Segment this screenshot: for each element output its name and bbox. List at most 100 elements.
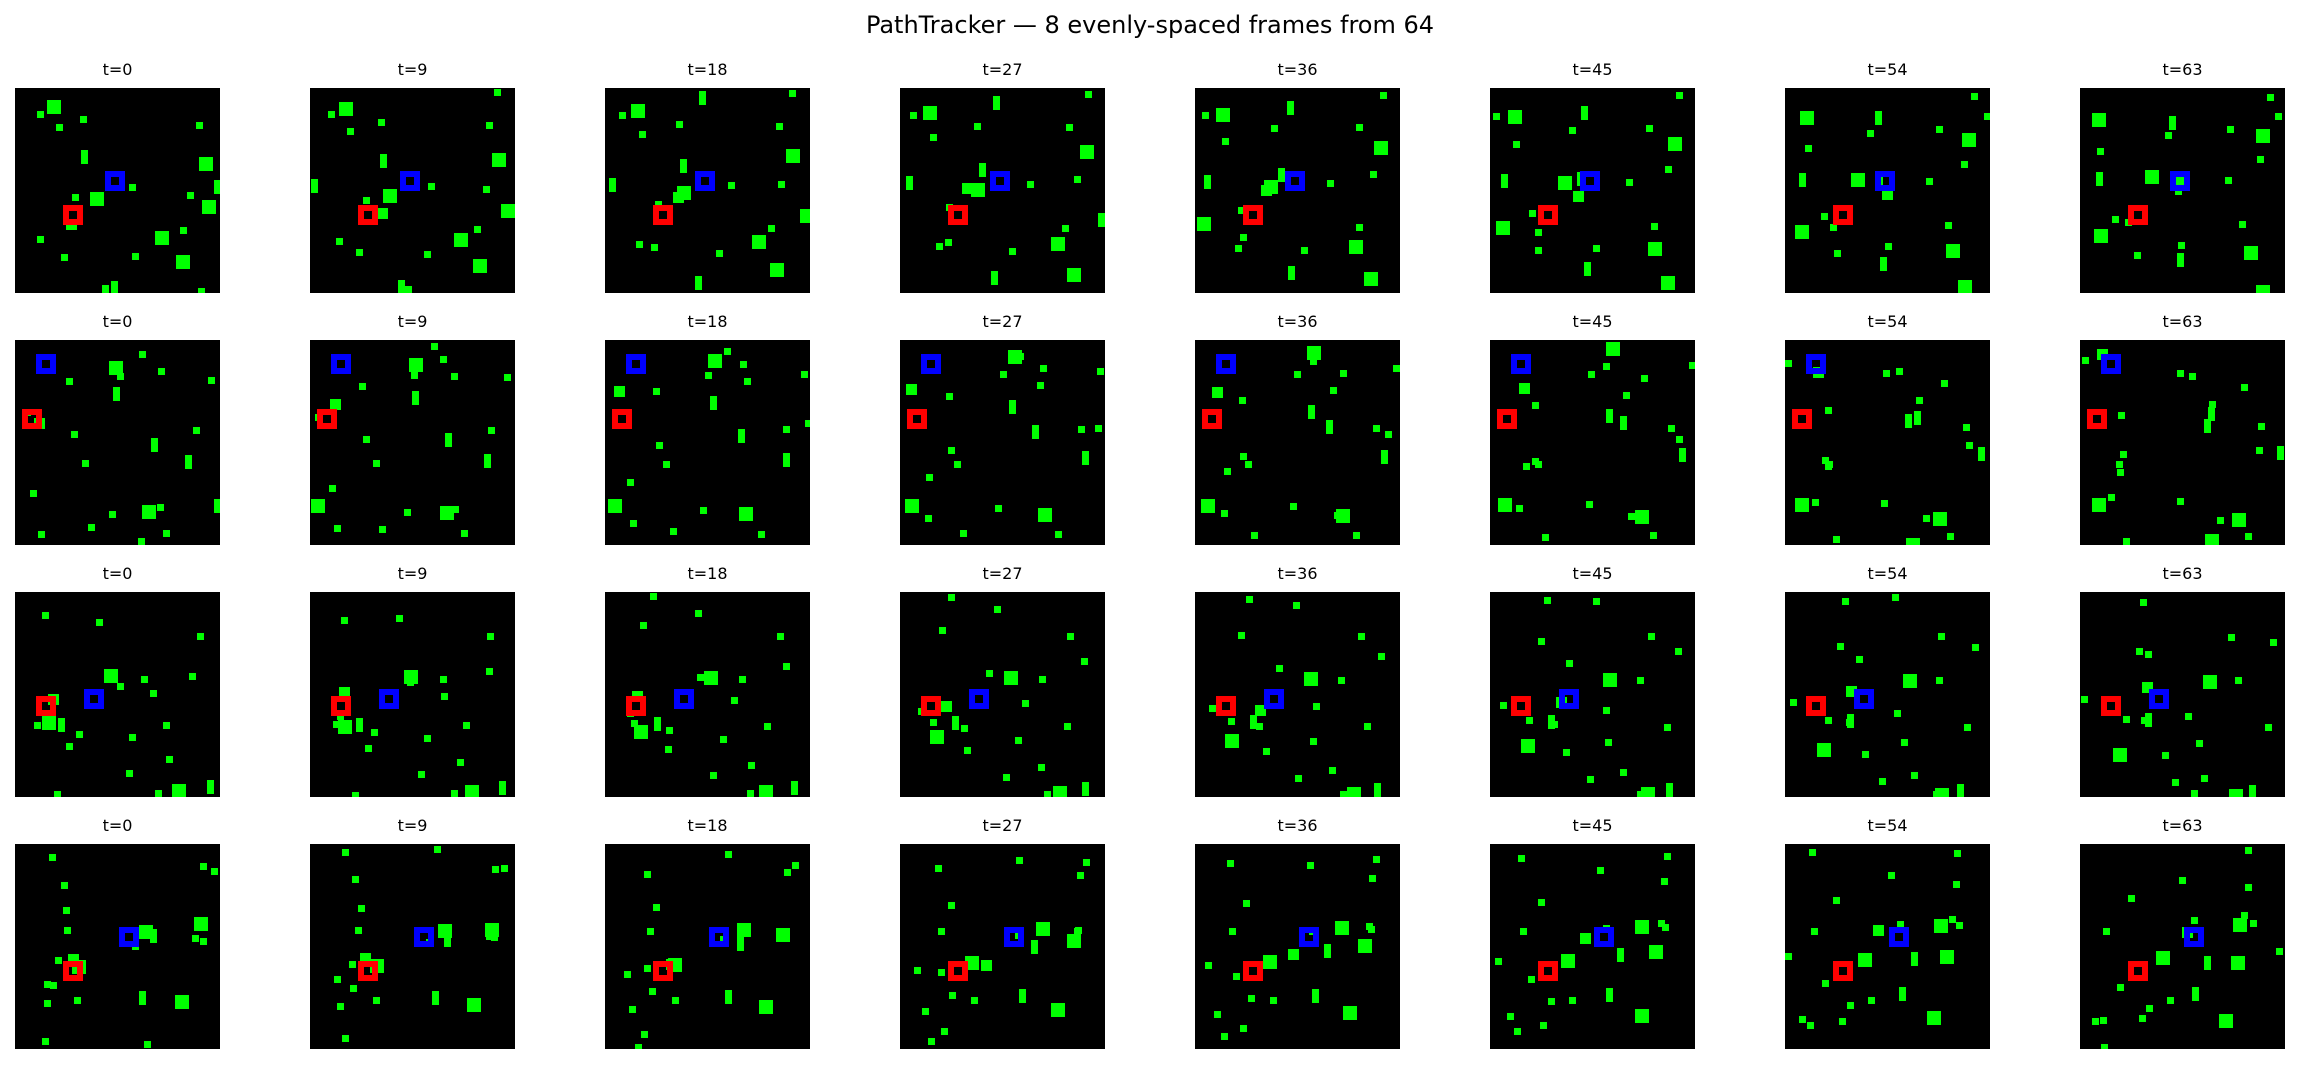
distractor-dot — [1569, 127, 1576, 134]
frame-image — [900, 340, 1105, 545]
distractor-dot — [451, 373, 458, 380]
distractor-dot — [1385, 431, 1392, 438]
distractor-dot — [2244, 246, 2258, 260]
distractor-dot — [1330, 387, 1337, 394]
distractor-dot — [655, 201, 662, 208]
distractor-dot — [1513, 141, 1520, 148]
distractor-dot — [1978, 447, 1985, 461]
frame-panel: t=63 — [2080, 564, 2285, 797]
distractor-dot — [930, 730, 944, 744]
distractor-dot — [1205, 962, 1212, 969]
start-marker — [2128, 205, 2148, 225]
distractor-dot — [2100, 1017, 2107, 1024]
distractor-dot — [347, 128, 354, 135]
goal-marker — [674, 689, 694, 709]
distractor-dot — [910, 112, 917, 119]
distractor-dot — [1040, 510, 1047, 517]
distractor-dot — [452, 506, 459, 513]
goal-marker — [1511, 354, 1531, 374]
distractor-dot — [72, 194, 79, 201]
start-marker — [921, 696, 941, 716]
distractor-dot — [37, 111, 44, 118]
goal-marker — [2184, 927, 2204, 947]
distractor-dot — [1501, 174, 1508, 188]
frame-panel: t=9 — [310, 564, 515, 797]
frame-title: t=0 — [102, 312, 133, 331]
distractor-dot — [1661, 878, 1668, 885]
distractor-dot — [2228, 634, 2235, 641]
distractor-dot — [198, 288, 205, 293]
frame-title: t=36 — [1277, 816, 1318, 835]
distractor-dot — [1229, 928, 1236, 935]
distractor-dot — [1637, 791, 1644, 797]
distractor-dot — [383, 189, 397, 203]
goal-marker — [331, 354, 351, 374]
frame-title: t=63 — [2162, 816, 2203, 835]
start-marker — [22, 409, 42, 429]
goal-marker — [105, 171, 125, 191]
target-dot — [1519, 383, 1530, 394]
frame-image — [15, 844, 220, 1049]
distractor-dot — [398, 280, 405, 293]
distractor-dot — [1358, 633, 1365, 640]
goal-marker — [379, 689, 399, 709]
distractor-dot — [1868, 997, 1875, 1004]
distractor-dot — [1250, 715, 1257, 729]
distractor-dot — [467, 998, 481, 1012]
frame-panel: t=45 — [1490, 816, 1695, 1049]
start-marker — [1216, 696, 1236, 716]
frame-title: t=18 — [687, 564, 728, 583]
distractor-dot — [438, 924, 452, 938]
goal-marker — [2101, 354, 2121, 374]
distractor-dot — [2139, 1015, 2146, 1022]
distractor-dot — [1941, 380, 1948, 387]
frame-image — [310, 592, 515, 797]
start-marker — [1202, 409, 1222, 429]
distractor-dot — [1888, 872, 1895, 879]
distractor-dot — [1301, 247, 1308, 254]
distractor-dot — [1290, 503, 1297, 510]
distractor-dot — [441, 693, 448, 700]
distractor-dot — [1563, 749, 1570, 756]
frame-panel: t=18 — [605, 564, 810, 797]
distractor-dot — [485, 923, 499, 937]
distractor-dot — [2239, 221, 2246, 228]
distractor-dot — [1911, 772, 1918, 779]
distractor-dot — [1548, 998, 1555, 1005]
distractor-dot — [1017, 353, 1024, 360]
distractor-dot — [1875, 111, 1882, 125]
distractor-dot — [1374, 783, 1381, 797]
distractor-dot — [1032, 425, 1039, 439]
distractor-dot — [704, 671, 718, 685]
frame-panel: t=18 — [605, 60, 810, 293]
distractor-dot — [1867, 130, 1874, 137]
distractor-dot — [1971, 93, 1978, 100]
distractor-dot — [2227, 126, 2234, 133]
distractor-dot — [80, 116, 87, 123]
distractor-dot — [1364, 272, 1378, 286]
start-marker — [1806, 696, 1826, 716]
start-marker — [948, 205, 968, 225]
start-marker — [317, 409, 337, 429]
distractor-dot — [1821, 213, 1828, 220]
distractor-dot — [2140, 599, 2147, 606]
distractor-dot — [1520, 928, 1527, 935]
frame-title: t=45 — [1572, 816, 1613, 835]
goal-marker — [414, 927, 434, 947]
distractor-dot — [778, 181, 785, 188]
distractor-dot — [411, 372, 418, 379]
distractor-dot — [1651, 223, 1658, 230]
distractor-dot — [373, 997, 380, 1004]
distractor-dot — [1038, 764, 1045, 771]
distractor-dot — [1605, 739, 1612, 746]
distractor-dot — [1295, 775, 1302, 782]
distractor-dot — [1586, 501, 1593, 508]
distractor-dot — [1603, 363, 1610, 370]
frame-panel: t=27 — [900, 564, 1105, 797]
distractor-dot — [1934, 919, 1948, 933]
start-marker — [331, 696, 351, 716]
distractor-dot — [634, 725, 648, 739]
distractor-dot — [1649, 945, 1663, 959]
distractor-dot — [1335, 921, 1349, 935]
distractor-dot — [728, 182, 735, 189]
